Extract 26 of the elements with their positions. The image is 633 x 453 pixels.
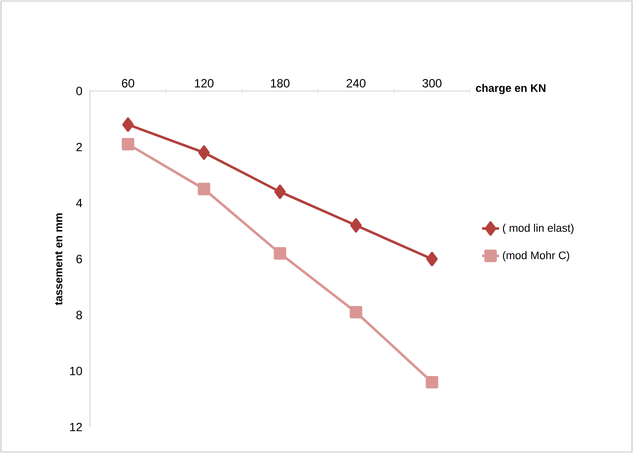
x-tick-label: 180 bbox=[270, 79, 290, 88]
y-axis-title: tassement en mm bbox=[55, 213, 62, 306]
y-tick-label: 6 bbox=[76, 254, 82, 264]
point bbox=[122, 138, 134, 150]
x-tick-label: 240 bbox=[346, 79, 366, 88]
point bbox=[274, 247, 286, 260]
y-tick-label: 8 bbox=[76, 310, 82, 320]
legend-label: (mod Mohr C) bbox=[502, 251, 570, 262]
x-tick-label: 60 bbox=[122, 79, 134, 88]
x-tick-label: 120 bbox=[194, 79, 214, 88]
y-tick-label: 12 bbox=[70, 422, 82, 432]
point bbox=[122, 117, 134, 132]
legend-label: ( mod lin elast) bbox=[502, 224, 574, 234]
point bbox=[274, 184, 286, 200]
x-axis-title: charge en KN bbox=[476, 84, 546, 94]
y-tick-label: 10 bbox=[70, 366, 82, 376]
y-tick-label: 0 bbox=[76, 86, 82, 96]
y-tick-label: 4 bbox=[76, 198, 82, 208]
point bbox=[198, 145, 210, 160]
y-tick-label: 2 bbox=[76, 142, 82, 152]
point bbox=[350, 306, 362, 318]
x-tick-label: 300 bbox=[422, 79, 442, 88]
point bbox=[426, 376, 438, 388]
point bbox=[426, 252, 438, 266]
point bbox=[198, 182, 210, 196]
point bbox=[350, 218, 362, 233]
